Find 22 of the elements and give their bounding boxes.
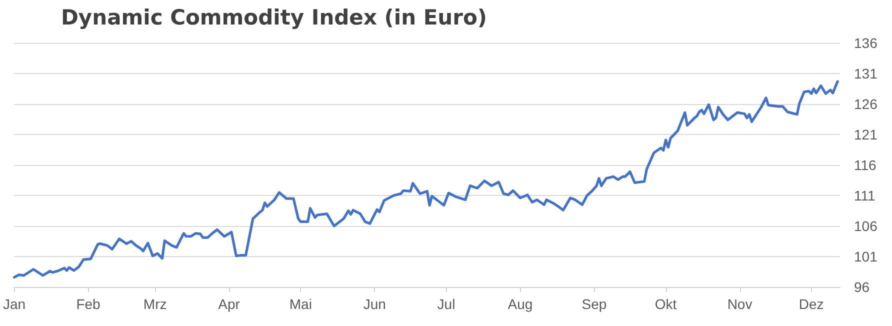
y-tick-label: 101 [854, 248, 878, 264]
y-tick-label: 116 [854, 157, 877, 173]
x-tick-label: Apr [218, 296, 240, 312]
y-tick-label: 131 [854, 66, 878, 82]
chart-title: Dynamic Commodity Index (in Euro) [61, 6, 488, 30]
x-tick-label: Dez [798, 296, 824, 312]
x-tick-label: Jan [2, 296, 26, 312]
x-tick-label: Nov [727, 296, 752, 312]
x-tick-label: Okt [654, 296, 677, 312]
y-tick-label: 96 [854, 279, 870, 295]
x-tick-label: Aug [508, 296, 533, 312]
y-tick-label: 121 [854, 126, 878, 142]
x-tick-label: Mai [289, 296, 312, 312]
x-tick-label: Feb [76, 296, 101, 312]
y-tick-label: 111 [854, 188, 876, 204]
y-tick-label: 126 [854, 96, 878, 112]
y-tick-label: 106 [854, 218, 878, 234]
x-tick-label: Mrz [143, 296, 167, 312]
y-tick-label: 136 [854, 35, 878, 51]
x-tick-label: Sep [582, 296, 607, 312]
x-tick-label: Jul [437, 296, 456, 312]
x-tick-label: Jun [363, 296, 386, 312]
